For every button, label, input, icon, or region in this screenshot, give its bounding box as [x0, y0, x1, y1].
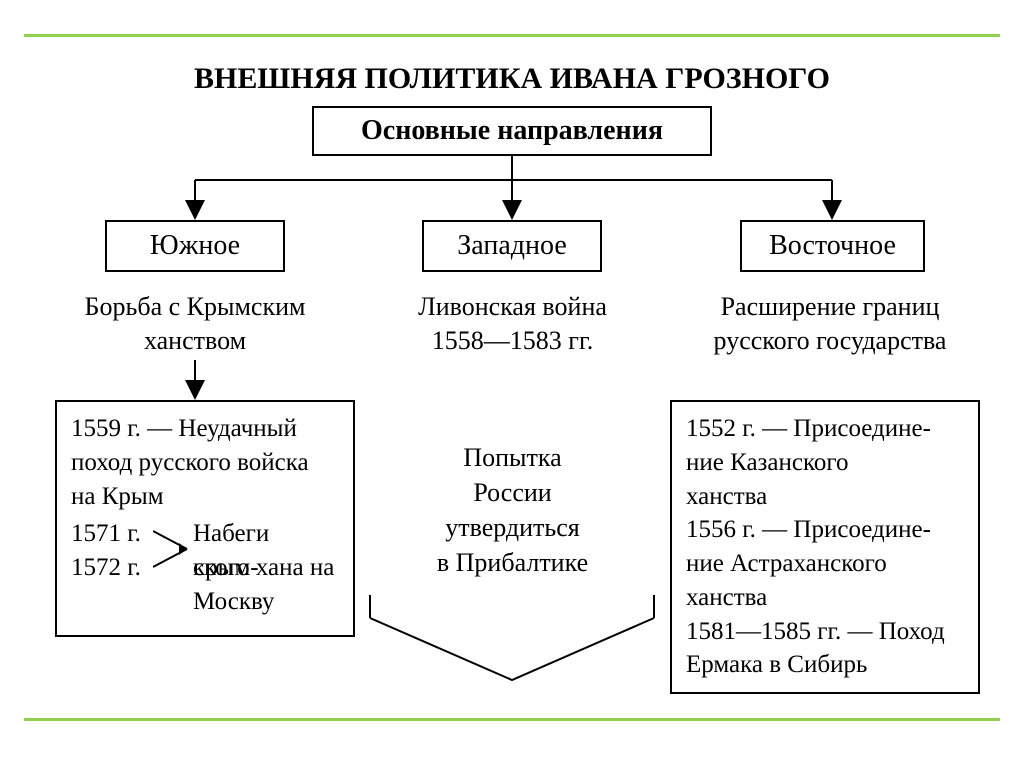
west-note-l4: в Прибалтике	[415, 545, 610, 580]
east-summary-l2: русского государства	[680, 324, 980, 358]
east-l7: 1581—1585 гг. — Поход	[686, 615, 964, 649]
south-year-merge: 1571 г. 1572 г. Набеги крым- ского хана …	[71, 517, 339, 625]
branch-south-label: Южное	[150, 230, 240, 262]
bottom-rule	[24, 718, 1000, 721]
root-box-label: Основные направления	[361, 115, 663, 147]
branch-box-south: Южное	[105, 220, 285, 272]
east-detail-box: 1552 г. — Присоедине- ние Казанского хан…	[670, 400, 980, 694]
east-summary: Расширение границ русского государства	[680, 290, 980, 358]
south-detail-box: 1559 г. — Неудачный поход русского войск…	[55, 400, 355, 637]
east-l6: ханства	[686, 581, 964, 615]
west-summary: Ливонская война 1558—1583 гг.	[370, 290, 655, 358]
west-note-l3: утвердиться	[415, 510, 610, 545]
south-summary: Борьба с Крымским ханством	[60, 290, 330, 358]
east-summary-l1: Расширение границ	[680, 290, 980, 324]
south-y2: 1572 г.	[71, 551, 141, 585]
merge-arrow-icon	[153, 519, 193, 591]
south-l2: поход русского войска	[71, 446, 339, 480]
south-m3: Москву	[193, 585, 274, 619]
south-y1: 1571 г.	[71, 517, 141, 551]
east-l3: ханства	[686, 480, 964, 514]
west-note-l1: Попытка	[415, 440, 610, 475]
south-m2: ского хана на	[193, 551, 334, 585]
west-note-l2: России	[415, 475, 610, 510]
branch-east-label: Восточное	[769, 230, 896, 262]
top-rule	[24, 34, 1000, 37]
east-l4: 1556 г. — Присоедине-	[686, 513, 964, 547]
branch-box-east: Восточное	[740, 220, 925, 272]
south-summary-text: Борьба с Крымским ханством	[85, 292, 306, 355]
west-note: Попытка России утвердиться в Прибалтике	[415, 440, 610, 580]
branch-box-west: Западное	[422, 220, 602, 272]
south-l1: 1559 г. — Неудачный	[71, 412, 339, 446]
diagram-title: ВНЕШНЯЯ ПОЛИТИКА ИВАНА ГРОЗНОГО	[0, 62, 1024, 96]
east-l2: ние Казанского	[686, 446, 964, 480]
south-l3: на Крым	[71, 480, 339, 514]
branch-west-label: Западное	[457, 230, 567, 262]
east-l1: 1552 г. — Присоедине-	[686, 412, 964, 446]
root-box: Основные направления	[312, 106, 712, 156]
west-summary-l1: Ливонская война	[370, 290, 655, 324]
east-l8: Ермака в Сибирь	[686, 648, 964, 682]
west-summary-l2: 1558—1583 гг.	[370, 324, 655, 358]
east-l5: ние Астраханского	[686, 547, 964, 581]
